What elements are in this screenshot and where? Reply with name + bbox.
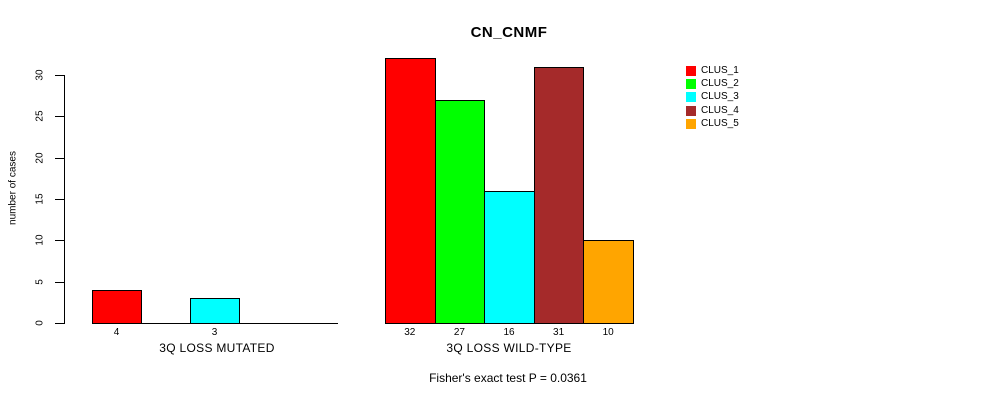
legend-item-clus_5: CLUS_5	[686, 117, 739, 130]
legend-swatch-icon	[686, 65, 696, 76]
legend: CLUS_1 CLUS_2 CLUS_3 CLUS_4 CLUS_5	[686, 64, 739, 130]
legend-label: CLUS_3	[701, 91, 739, 103]
bar-value-label: 27	[453, 327, 465, 338]
bar-clus_2	[434, 99, 486, 324]
chart-title: CN_CNMF	[470, 24, 548, 41]
legend-item-clus_2: CLUS_2	[686, 77, 739, 90]
legend-label: CLUS_2	[701, 77, 739, 89]
bar-value-label: 4	[113, 327, 120, 338]
bar-clus_3	[484, 190, 535, 324]
y-axis-line	[64, 75, 65, 324]
y-axis-tick	[55, 323, 64, 324]
y-axis-tick-label: 10	[34, 234, 46, 246]
bar-clus_1	[92, 289, 142, 324]
y-axis-tick	[55, 281, 64, 283]
y-axis-tick	[55, 199, 64, 200]
fisher-test-caption: Fisher's exact test P = 0.0361	[429, 371, 587, 385]
y-axis-tick-label: 15	[34, 193, 46, 205]
legend-swatch-icon	[686, 118, 696, 129]
bar-value-label: 16	[503, 327, 515, 338]
y-axis-tick	[55, 116, 64, 118]
x-axis-label-mutated: 3Q LOSS MUTATED	[159, 341, 275, 355]
bar-value-label: 10	[602, 327, 614, 338]
legend-item-clus_4: CLUS_4	[686, 104, 739, 117]
legend-swatch-icon	[686, 78, 696, 89]
y-axis-tick-label: 25	[34, 110, 46, 122]
bar-clus_4	[533, 66, 585, 324]
y-axis-tick-label: 20	[34, 152, 46, 164]
bar-value-label: 32	[404, 327, 416, 338]
y-axis-tick-label: 30	[34, 69, 46, 81]
y-axis-tick	[55, 157, 64, 159]
x-axis-label-wild-type: 3Q LOSS WILD-TYPE	[446, 341, 572, 355]
legend-item-clus_3: CLUS_3	[686, 91, 739, 104]
legend-item-clus_1: CLUS_1	[686, 64, 739, 77]
bar-clus_3	[190, 298, 240, 324]
y-axis-tick-label: 5	[34, 278, 46, 285]
bar-value-label: 3	[211, 327, 218, 338]
bar-value-label: 31	[553, 327, 565, 338]
legend-label: CLUS_1	[701, 64, 739, 76]
legend-swatch-icon	[686, 105, 696, 116]
legend-label: CLUS_5	[701, 117, 739, 129]
y-axis-title: number of cases	[7, 151, 19, 225]
y-axis-tick-label: 0	[34, 320, 46, 326]
bar-clus_1	[385, 58, 436, 324]
y-axis-tick	[55, 75, 64, 76]
y-axis-tick	[55, 240, 64, 242]
legend-label: CLUS_4	[701, 104, 739, 116]
legend-swatch-icon	[686, 92, 696, 103]
bar-clus_5	[583, 240, 634, 324]
